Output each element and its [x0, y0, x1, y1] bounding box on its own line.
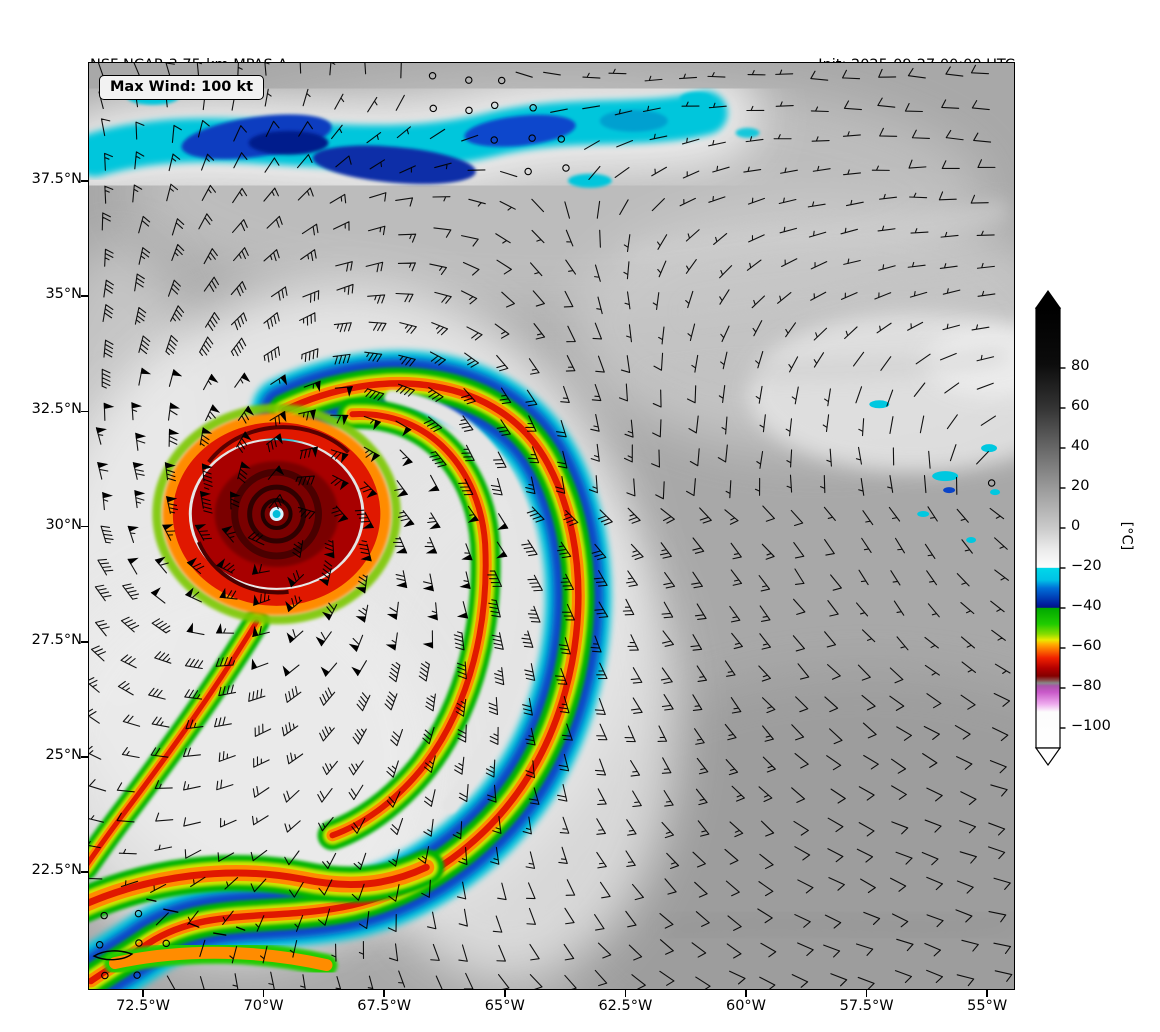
colorbar-bar	[1035, 307, 1061, 749]
y-tick-mark	[81, 295, 88, 297]
dry-slot	[384, 390, 537, 814]
y-tick-label: 35°N	[45, 286, 82, 303]
calm-wind-circle	[133, 971, 141, 979]
x-tick-mark	[865, 990, 868, 997]
ir-map-canvas	[89, 63, 1014, 989]
colorbar-tick-label: −40	[1071, 598, 1102, 614]
island-coastlines	[92, 898, 246, 961]
calm-wind-circle	[490, 136, 498, 144]
x-tick-label: 62.5°W	[598, 998, 653, 1014]
inner-rainband	[317, 399, 501, 851]
colorbar-tick-label: −80	[1071, 678, 1102, 694]
wind-barbs-layer	[89, 63, 1013, 989]
calm-wind-circle	[429, 104, 437, 113]
calm-wind-circle	[557, 135, 566, 143]
calm-wind-circle	[95, 941, 104, 949]
y-tick-mark	[81, 641, 88, 643]
colorbar-tick-label: 0	[1071, 518, 1081, 534]
y-tick-mark	[81, 180, 88, 182]
y-tick-mark	[81, 756, 88, 758]
x-tick-label: 65°W	[484, 998, 525, 1014]
calm-wind-circle	[135, 939, 143, 947]
colorbar-bottom-arrow	[1034, 747, 1062, 767]
wind-barb-strokes	[89, 63, 1013, 989]
colorbar-tick-label: 80	[1071, 358, 1090, 374]
calm-wind-circle	[562, 164, 570, 172]
calm-wind-circle	[162, 939, 170, 948]
calm-wind-circle	[134, 909, 143, 918]
x-tick-label: 60°W	[725, 998, 767, 1014]
y-tick-mark	[81, 525, 88, 528]
trailing-band	[89, 849, 445, 977]
calm-wind-circle	[987, 479, 996, 487]
x-tick-mark	[624, 990, 627, 997]
calm-wind-circle	[529, 104, 537, 112]
y-tick-label: 25°N	[45, 747, 82, 763]
x-tick-label: 72.5°W	[116, 998, 170, 1014]
colorbar-tick-label: −60	[1071, 638, 1102, 654]
x-tick-mark	[142, 990, 144, 997]
y-tick-label: 22.5°N	[31, 862, 82, 879]
calm-wind-circle	[524, 167, 532, 176]
y-tick-label: 30°N	[45, 516, 82, 533]
calm-wind-circle	[465, 106, 473, 115]
eastern-cold-specks	[869, 400, 1001, 543]
colorbar-ticks	[1060, 367, 1066, 729]
calm-wind-circle	[428, 72, 437, 80]
wind-barb-pennants	[95, 367, 509, 677]
y-tick-label: 37.5°N	[31, 171, 82, 187]
colorbar-tick-label: 20	[1071, 478, 1090, 494]
x-tick-label: 67.5°W	[357, 998, 412, 1014]
map-panel: Max Wind: 100 kt	[88, 62, 1015, 990]
x-tick-mark	[986, 990, 988, 997]
y-tick-label: 27.5°N	[31, 631, 82, 648]
x-tick-mark	[262, 990, 265, 997]
y-tick-mark	[81, 410, 88, 413]
colorbar-tick-label: −100	[1071, 718, 1111, 734]
colorbar-tick-label: 60	[1071, 398, 1090, 414]
x-tick-label: 57.5°W	[839, 998, 894, 1014]
max-wind-badge: Max Wind: 100 kt	[99, 75, 265, 100]
x-tick-label: 55°W	[967, 998, 1008, 1014]
calm-wind-circle	[490, 101, 499, 110]
outer-rainband	[89, 350, 612, 989]
y-tick-mark	[81, 871, 88, 873]
calm-wind-circle	[100, 911, 108, 920]
x-tick-label: 70°W	[243, 998, 284, 1014]
hurricane-core	[152, 403, 401, 625]
colorbar	[1034, 289, 1066, 767]
colorbar-unit-label: [°C]	[1118, 521, 1135, 551]
calm-wind-circle	[101, 971, 109, 980]
colorbar-tick-label: 40	[1071, 438, 1090, 454]
calm-wind-circle	[497, 76, 506, 85]
colorbar-top-arrow	[1034, 289, 1062, 309]
colorbar-tick-label: −20	[1071, 558, 1102, 574]
x-tick-mark	[504, 990, 506, 997]
x-tick-mark	[383, 990, 385, 997]
northern-cold-cloud-band	[89, 68, 760, 205]
x-tick-mark	[745, 990, 747, 997]
calm-wind-circle	[465, 76, 473, 84]
y-tick-label: 32.5°N	[31, 401, 82, 418]
calm-wind-circle	[528, 134, 536, 142]
